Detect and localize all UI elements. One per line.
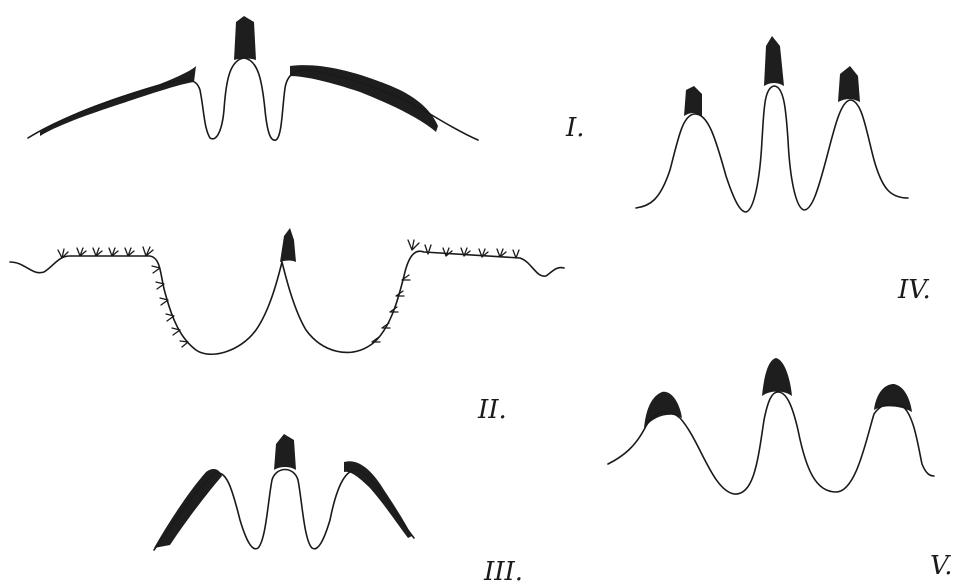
figure-iii-outline [153,468,415,551]
figure-iv-outline [635,85,909,213]
figure-i-left-shading [40,66,196,136]
figure-i [27,16,479,141]
figure-ii-central-cap [280,228,296,262]
figure-i-central-cap [234,16,256,60]
figure-iii-central-cap [274,434,296,470]
label-figure-v: V. [930,551,953,581]
figure-ii-right-tufts [371,239,520,343]
figure-v-center-cap [762,358,792,396]
figure-v-outline [607,391,935,495]
figure-v-left-cap [644,391,682,428]
figure-iv-right-cap [838,66,860,102]
figure-iv-center-cap [764,36,784,86]
figure-iii-left-shading [154,469,222,548]
figure-ii-left-tufts [57,246,189,348]
label-figure-iv: IV. [897,275,931,305]
figure-ii-outline [9,250,565,355]
label-figure-i: I. [565,113,585,143]
figure-i-right-shading [290,65,438,132]
label-figure-iii: III. [483,557,523,586]
figure-iv-left-cap [684,86,702,116]
figure-iii [153,434,415,551]
figure-ii [9,228,565,355]
figure-iii-right-shading [344,461,412,538]
figure-iv [635,36,909,213]
figure-i-outline [27,57,479,141]
label-figure-ii: II. [477,395,507,425]
figure-v [607,358,935,495]
